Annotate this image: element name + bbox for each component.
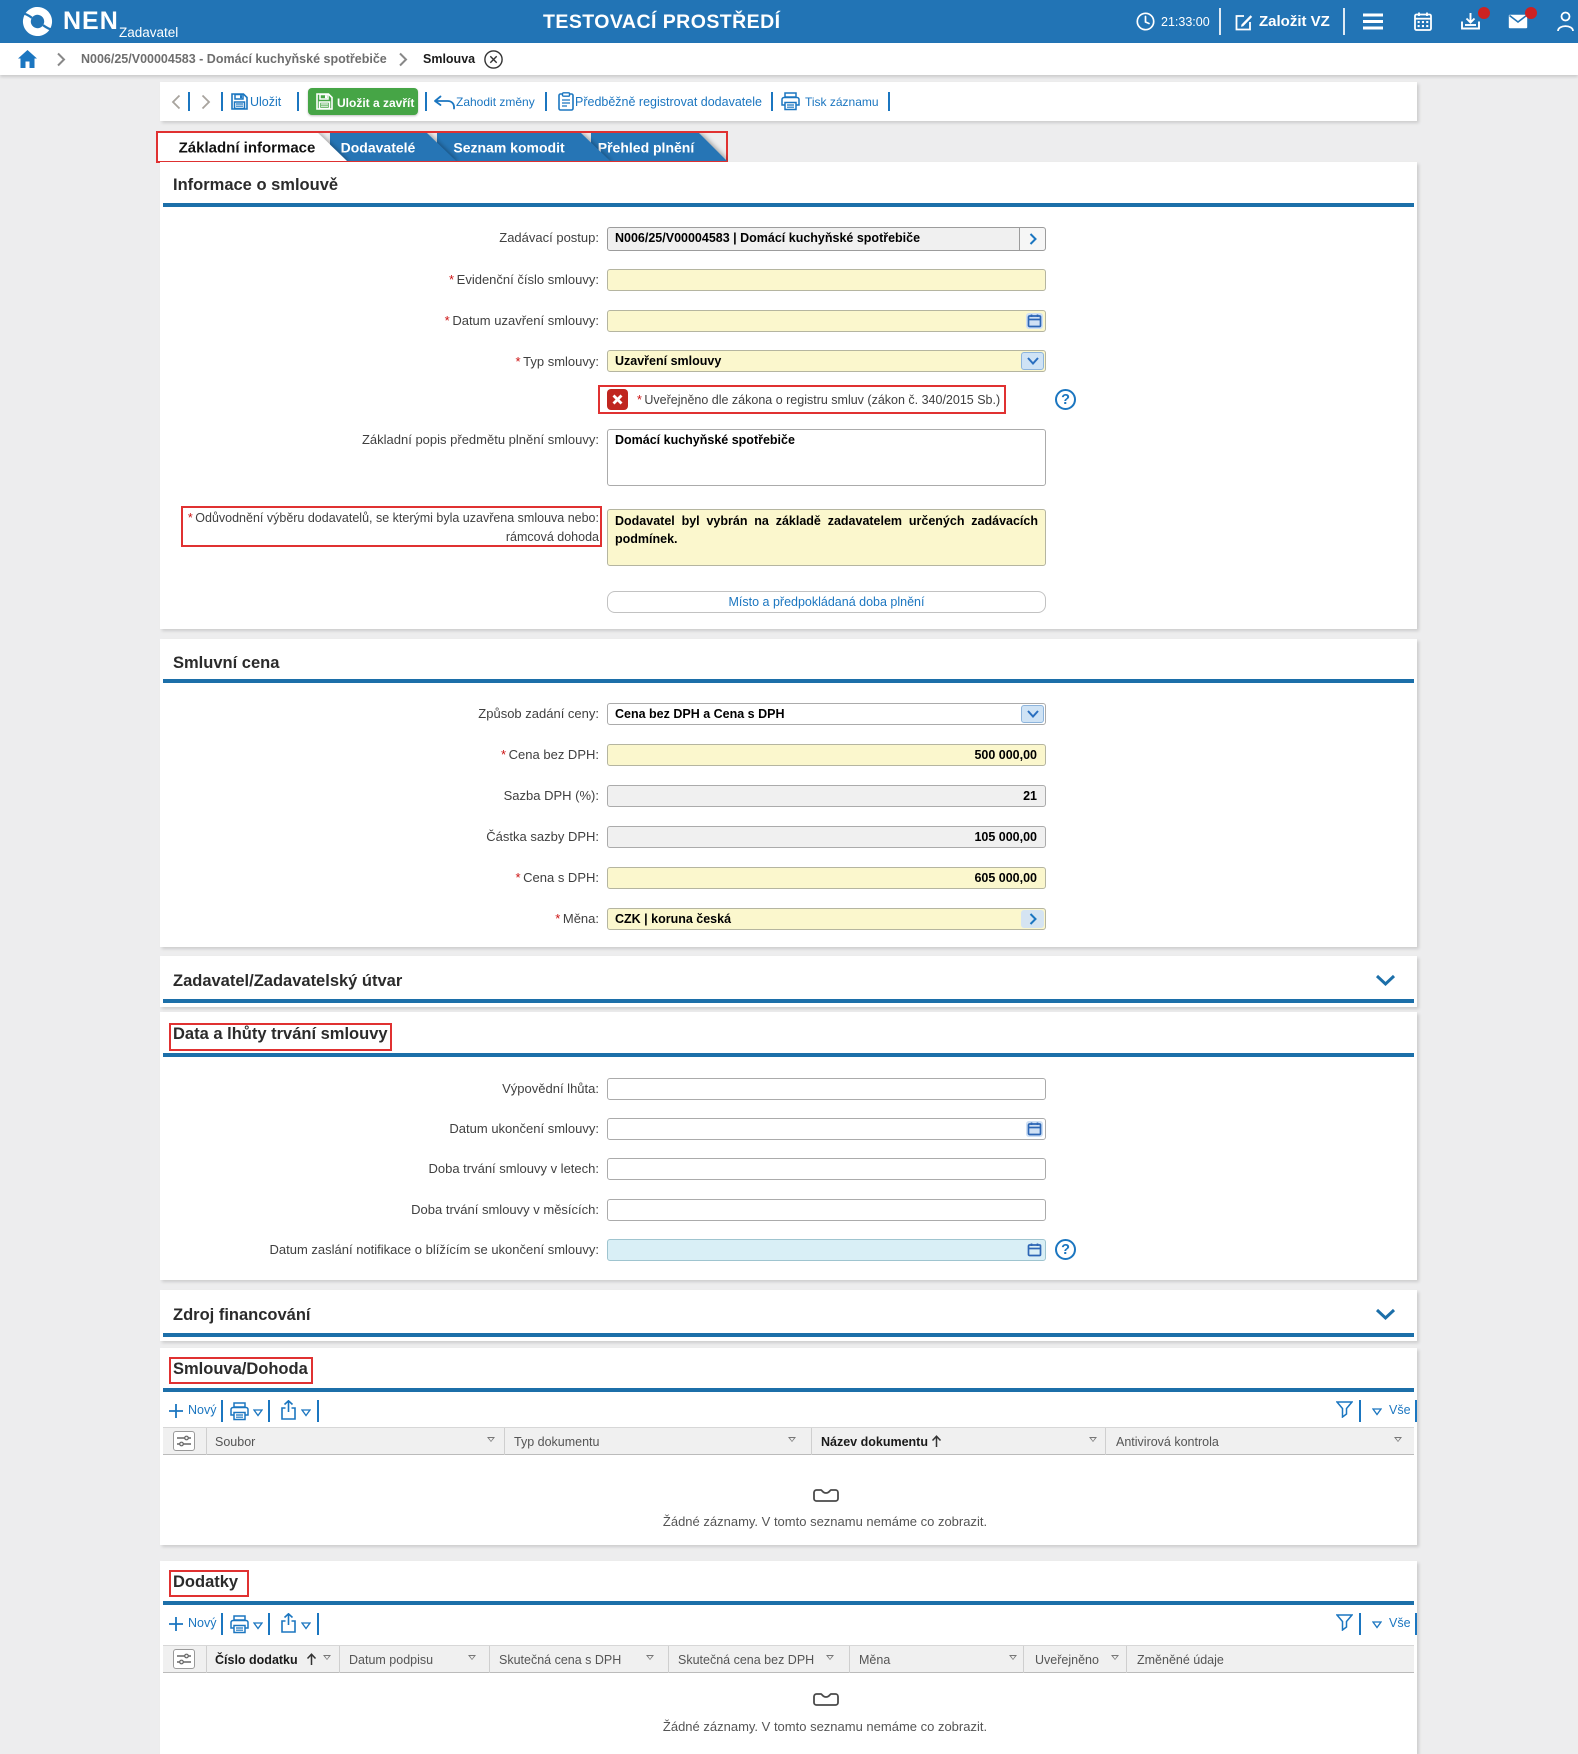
svg-text:Dodavatelé: Dodavatelé bbox=[341, 140, 416, 156]
svg-text:Základní informace: Základní informace bbox=[179, 140, 316, 157]
svg-text:Přehled plnění: Přehled plnění bbox=[598, 140, 696, 156]
svg-text:Seznam komodit: Seznam komodit bbox=[453, 140, 565, 156]
